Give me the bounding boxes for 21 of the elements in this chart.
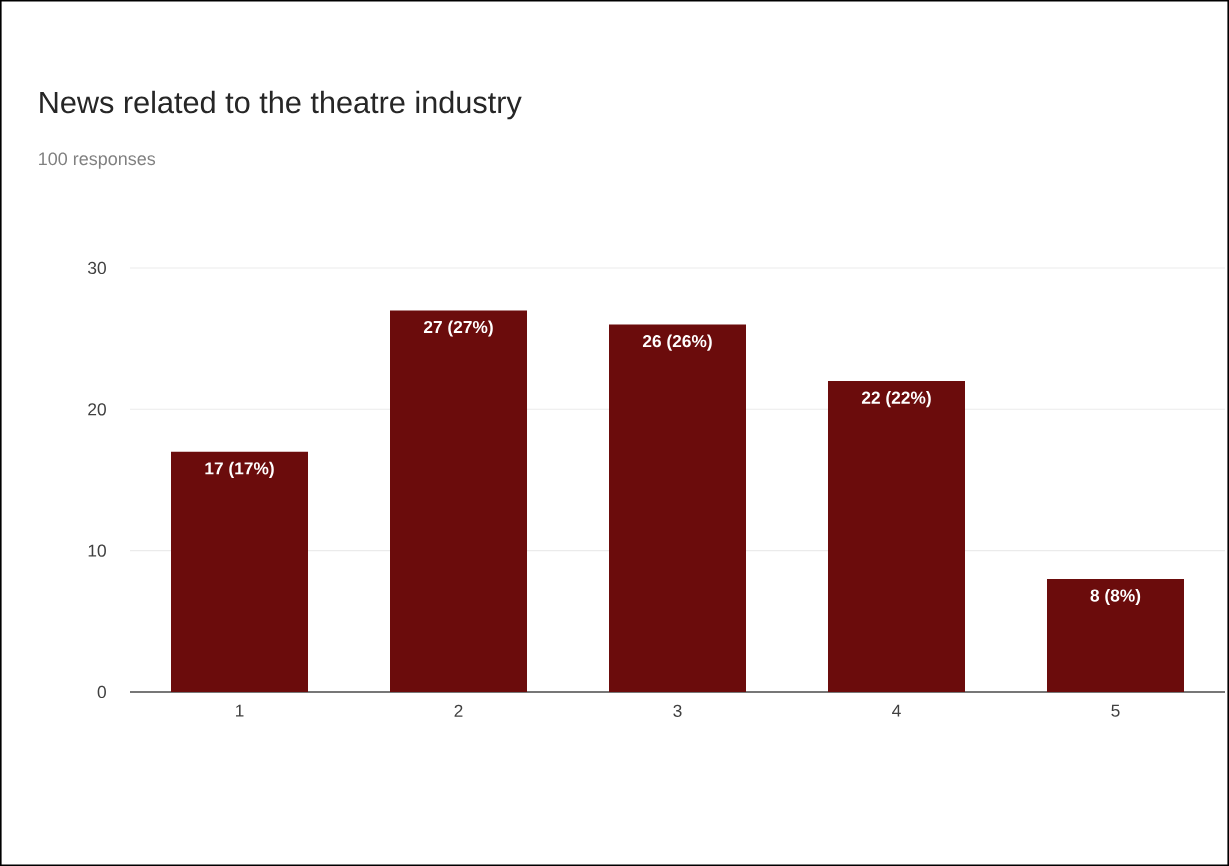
x-tick-label: 1 bbox=[236, 704, 244, 717]
bar bbox=[609, 324, 746, 692]
x-tick-label: 3 bbox=[673, 704, 682, 717]
x-tick-label: 4 bbox=[892, 704, 901, 717]
data-label: 27 (27%) bbox=[423, 320, 493, 337]
bar bbox=[1047, 578, 1184, 692]
chart-title: News related to the theatre industry bbox=[40, 90, 522, 120]
data-label: 22 (22%) bbox=[861, 391, 931, 408]
data-label: 26 (26%) bbox=[642, 334, 712, 351]
y-tick-label: 20 bbox=[88, 403, 106, 416]
x-tick-label: 2 bbox=[454, 704, 463, 717]
data-label: 17 (17%) bbox=[205, 461, 274, 478]
y-tick-label: 30 bbox=[88, 261, 106, 275]
bar bbox=[828, 381, 965, 692]
y-tick-label: 10 bbox=[88, 544, 106, 557]
data-label: 8 (8%) bbox=[1090, 588, 1141, 606]
y-tick-label: 0 bbox=[97, 685, 106, 699]
chart-subtitle: 100 responses bbox=[39, 152, 156, 169]
x-tick-label: 5 bbox=[1111, 704, 1120, 717]
bar bbox=[171, 451, 309, 692]
bar bbox=[390, 310, 527, 692]
